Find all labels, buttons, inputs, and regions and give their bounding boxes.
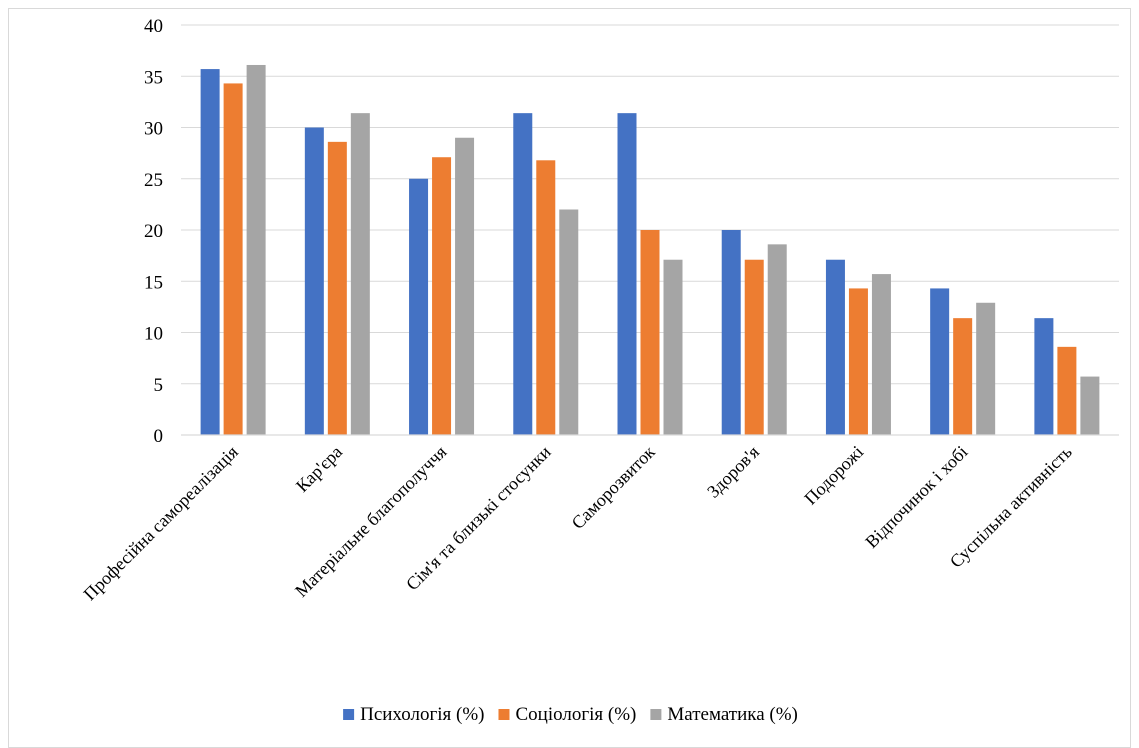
legend-item: Соціологія (%) (498, 704, 636, 725)
bar-2-9 (1057, 346, 1077, 435)
bar-1-2 (304, 127, 324, 435)
bars (200, 64, 1100, 436)
bar-3-2 (350, 113, 370, 436)
bar-3-5 (663, 259, 683, 435)
legend-item: Психологія (%) (343, 704, 484, 725)
bar-1-5 (617, 113, 637, 436)
legend: Психологія (%) Соціологія (%) Математика (… (343, 704, 798, 725)
bar-2-6 (744, 259, 764, 435)
bar-3-7 (871, 274, 891, 435)
bar-3-1 (246, 64, 266, 435)
y-axis-tick-labels: 0 5 10 15 20 25 30 35 40 (144, 16, 163, 447)
x-axis-category-labels: Професійна самореалізація Кар'єраМатеріал… (79, 441, 1075, 604)
chart-area: 0 5 10 15 20 25 30 35 40 Професійна самореалізац… (8, 8, 1131, 748)
y-tick-label: 15 (144, 272, 163, 293)
bar-1-9 (1034, 318, 1054, 435)
legend-label: Соціологія (%) (515, 704, 636, 725)
y-tick-label: 20 (144, 221, 163, 242)
bar-1-8 (930, 288, 950, 435)
y-tick-label: 35 (144, 67, 163, 88)
bar-3-3 (455, 137, 475, 435)
bar-1-4 (513, 113, 533, 436)
bar-3-8 (976, 302, 996, 435)
legend-label: Математика (%) (667, 704, 798, 725)
y-tick-label: 0 (154, 426, 164, 447)
y-tick-label: 5 (154, 375, 164, 396)
legend-swatch (498, 709, 510, 720)
bar-2-4 (536, 160, 556, 436)
bar-1-1 (200, 69, 220, 435)
legend-swatch (343, 709, 355, 720)
legend-item: Математика (%) (650, 704, 798, 725)
y-tick-label: 30 (144, 119, 163, 140)
bar-1-7 (825, 259, 845, 435)
bar-2-2 (327, 141, 347, 435)
y-tick-label: 10 (144, 324, 163, 345)
legend-label: Психологія (%) (360, 704, 484, 725)
bar-1-3 (409, 178, 429, 435)
y-tick-label: 40 (144, 16, 163, 37)
bar-2-1 (223, 83, 243, 436)
y-tick-label: 25 (144, 170, 163, 191)
bar-3-9 (1080, 376, 1100, 435)
category-label: Саморозвиток (568, 442, 659, 533)
category-label: Кар'єра (292, 442, 346, 496)
bar-2-8 (953, 318, 973, 435)
bar-3-4 (559, 209, 579, 435)
category-label: Здоров'я (703, 442, 763, 502)
category-label: Професійна самореалізація (79, 442, 241, 604)
legend-swatch (650, 709, 662, 720)
bar-3-6 (767, 244, 787, 435)
bar-2-7 (848, 288, 868, 435)
category-label: Відпочинок і хобі (861, 442, 971, 552)
bar-1-6 (721, 230, 741, 435)
bar-2-3 (432, 157, 452, 435)
bar-chart: 0 5 10 15 20 25 30 35 40 Професійна самореалізац… (79, 16, 1119, 725)
category-label: Подорожі (800, 442, 867, 509)
bar-2-5 (640, 230, 660, 435)
